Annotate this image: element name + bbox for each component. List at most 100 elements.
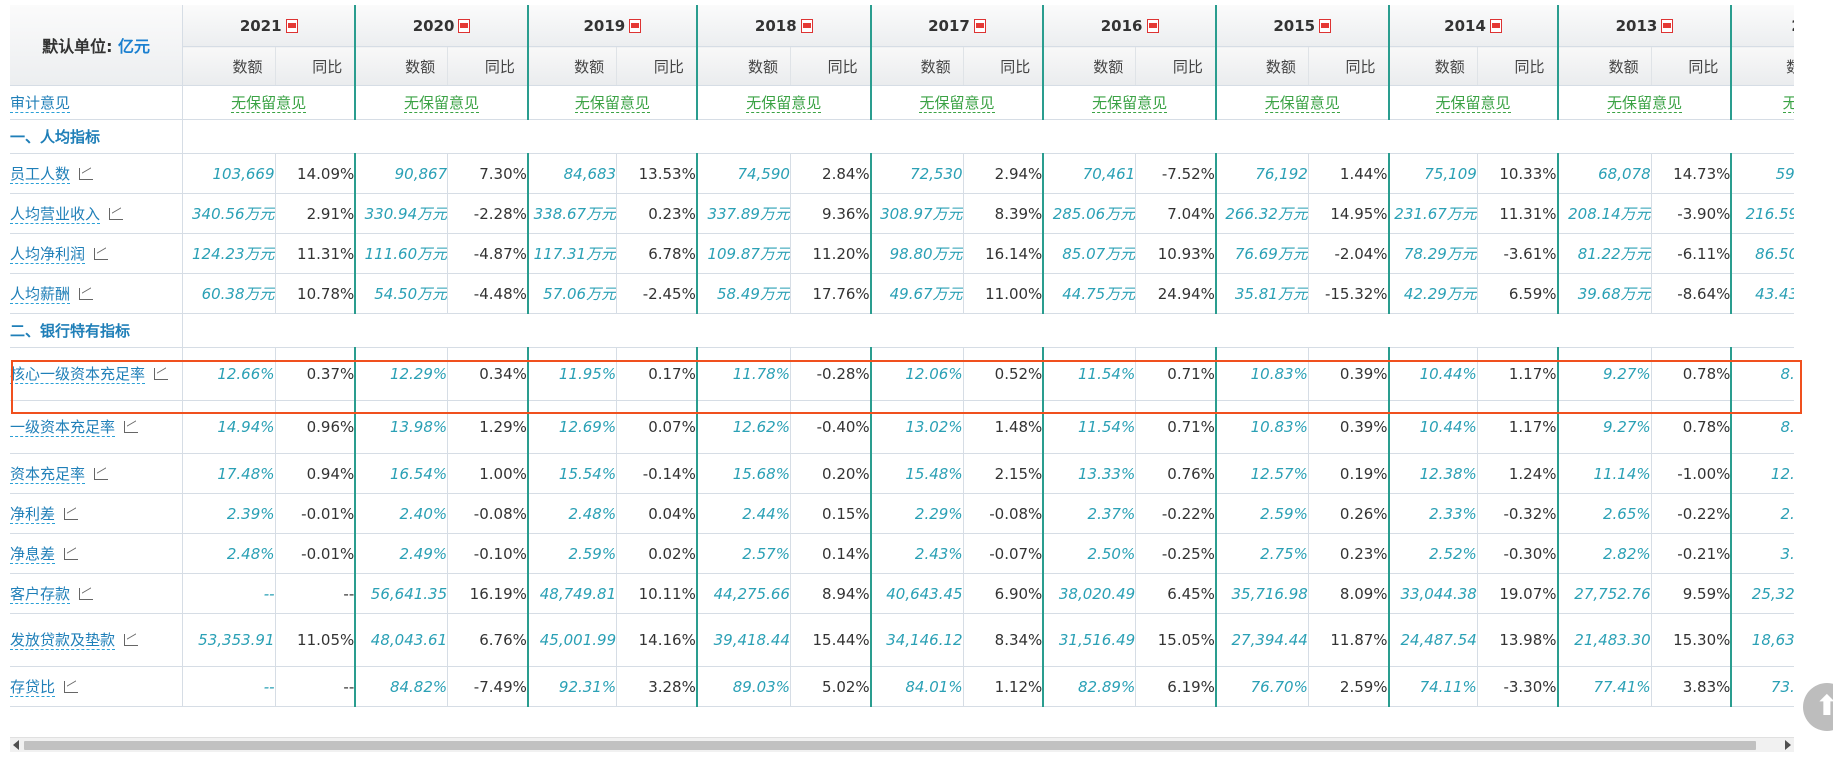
- value-cell: 11.54%: [1043, 347, 1137, 401]
- sub-header-change: 同比: [1477, 46, 1559, 86]
- year-header-2015: 2015: [1215, 5, 1390, 47]
- row-label[interactable]: 资本充足率: [10, 465, 86, 484]
- year-label: 2017: [928, 16, 970, 35]
- audit-opinion-link[interactable]: 无保留意见: [404, 94, 480, 113]
- scrollbar-thumb[interactable]: [24, 741, 1756, 750]
- audit-opinion-link[interactable]: 无保留意见: [1264, 94, 1340, 113]
- audit-opinion-link[interactable]: 无保留意见: [1092, 94, 1168, 113]
- pdf-icon[interactable]: [800, 18, 813, 33]
- change-cell: 11.05%: [275, 613, 357, 667]
- change-cell: 1.00%: [447, 453, 529, 494]
- row-label[interactable]: 客户存款: [10, 585, 71, 604]
- value-cell: 57.06万元: [527, 273, 618, 314]
- change-cell: 0.39%: [1308, 347, 1390, 401]
- change-cell: -2.04%: [1308, 233, 1390, 274]
- trend-chart-icon[interactable]: [79, 288, 94, 300]
- trend-chart-icon[interactable]: [94, 468, 109, 480]
- change-cell: 1.48%: [963, 400, 1045, 454]
- value-cell: 308.97万元: [870, 193, 964, 234]
- trend-chart-icon[interactable]: [64, 681, 79, 693]
- change-cell: 16.19%: [447, 573, 529, 614]
- value-cell: 31,516.49: [1043, 613, 1137, 667]
- value-cell: 17.48%: [182, 453, 276, 494]
- pdf-icon[interactable]: [973, 18, 986, 33]
- unit-header: 默认单位: 亿元: [10, 5, 184, 86]
- row-label-cell: 人均净利润: [10, 233, 184, 274]
- unit-value[interactable]: 亿元: [118, 37, 151, 56]
- scroll-to-top-button[interactable]: ⬆: [1803, 683, 1833, 731]
- pdf-icon[interactable]: [629, 18, 642, 33]
- value-cell: 60.38万元: [182, 273, 276, 314]
- trend-chart-icon[interactable]: [154, 368, 169, 380]
- audit-opinion-link[interactable]: 无保留意见: [1435, 94, 1511, 113]
- value-cell: 74,590: [696, 153, 791, 194]
- trend-chart-icon[interactable]: [109, 208, 124, 220]
- value-cell: 44,275.66: [696, 573, 791, 614]
- row-label[interactable]: 人均营业收入: [10, 205, 101, 224]
- trend-chart-icon[interactable]: [79, 168, 94, 180]
- year-label: 2012: [1791, 17, 1794, 35]
- change-cell: 3.28%: [616, 666, 698, 707]
- horizontal-scrollbar[interactable]: [10, 737, 1794, 752]
- value-cell: 2.65%: [1557, 493, 1652, 534]
- sub-header-value: 数额: [1557, 46, 1652, 86]
- value-cell: 58.49万元: [696, 273, 791, 314]
- row-label[interactable]: 净利差: [10, 505, 56, 524]
- audit-opinion-link[interactable]: 无保留意见: [1782, 94, 1794, 113]
- scroll-right-arrow-icon[interactable]: [1785, 740, 1791, 750]
- value-cell: 86.50万元: [1731, 233, 1794, 274]
- row-label[interactable]: 核心一级资本充足率: [10, 365, 146, 384]
- value-cell: 2.52%: [1388, 533, 1478, 574]
- change-cell: -3.61%: [1477, 233, 1559, 274]
- value-cell: 76.69万元: [1215, 233, 1309, 274]
- sub-header-value: 数额: [355, 46, 449, 86]
- year-header-2018: 2018: [696, 5, 872, 47]
- unit-label: 默认单位:: [42, 37, 113, 56]
- year-label: 2016: [1100, 16, 1143, 35]
- audit-opinion-link[interactable]: 无保留意见: [574, 94, 650, 113]
- change-cell: 9.59%: [1651, 573, 1733, 614]
- trend-chart-icon[interactable]: [124, 634, 139, 646]
- row-label[interactable]: 人均净利润: [10, 245, 86, 264]
- change-cell: 8.94%: [790, 573, 872, 614]
- audit-label[interactable]: 审计意见: [10, 94, 71, 113]
- pdf-icon[interactable]: [1146, 18, 1159, 33]
- audit-opinion-link[interactable]: 无保留意见: [231, 94, 307, 113]
- change-cell: 2.91%: [275, 193, 357, 234]
- row-label[interactable]: 发放贷款及垫款: [10, 631, 116, 650]
- trend-chart-icon[interactable]: [64, 508, 79, 520]
- trend-chart-icon[interactable]: [94, 248, 109, 260]
- trend-chart-icon[interactable]: [64, 548, 79, 560]
- value-cell: 42.29万元: [1388, 273, 1478, 314]
- change-cell: -15.32%: [1308, 273, 1390, 314]
- audit-opinion-link[interactable]: 无保留意见: [919, 94, 995, 113]
- change-cell: 1.17%: [1477, 400, 1559, 454]
- audit-opinion-link[interactable]: 无保留意见: [746, 94, 822, 113]
- audit-opinion-cell: 无保留意见: [527, 85, 698, 120]
- row-label[interactable]: 员工人数: [10, 165, 71, 184]
- pdf-icon[interactable]: [1319, 18, 1332, 33]
- audit-opinion-cell: 无保留意见: [1557, 85, 1733, 120]
- pdf-icon[interactable]: [458, 18, 471, 33]
- scroll-left-arrow-icon[interactable]: [13, 740, 19, 750]
- audit-opinion-link[interactable]: 无保留意见: [1606, 94, 1682, 113]
- row-label[interactable]: 净息差: [10, 545, 56, 564]
- trend-chart-icon[interactable]: [79, 588, 94, 600]
- change-cell: -0.08%: [447, 493, 529, 534]
- pdf-icon[interactable]: [285, 18, 298, 33]
- change-cell: 14.09%: [275, 153, 357, 194]
- row-label[interactable]: 人均薪酬: [10, 285, 71, 304]
- row-label[interactable]: 一级资本充足率: [10, 418, 116, 437]
- pdf-icon[interactable]: [1661, 18, 1674, 33]
- row-label[interactable]: 存贷比: [10, 678, 56, 697]
- section-filler: [182, 313, 1794, 348]
- value-cell: 12.06%: [870, 347, 964, 401]
- value-cell: 103,669: [182, 153, 276, 194]
- year-label: 2019: [583, 16, 626, 35]
- trend-chart-icon[interactable]: [124, 421, 139, 433]
- value-cell: 8.49%: [1731, 347, 1794, 401]
- year-header-2021: 2021: [182, 5, 357, 47]
- change-cell: 0.34%: [447, 347, 529, 401]
- value-cell: 84.82%: [355, 666, 449, 707]
- pdf-icon[interactable]: [1489, 18, 1502, 33]
